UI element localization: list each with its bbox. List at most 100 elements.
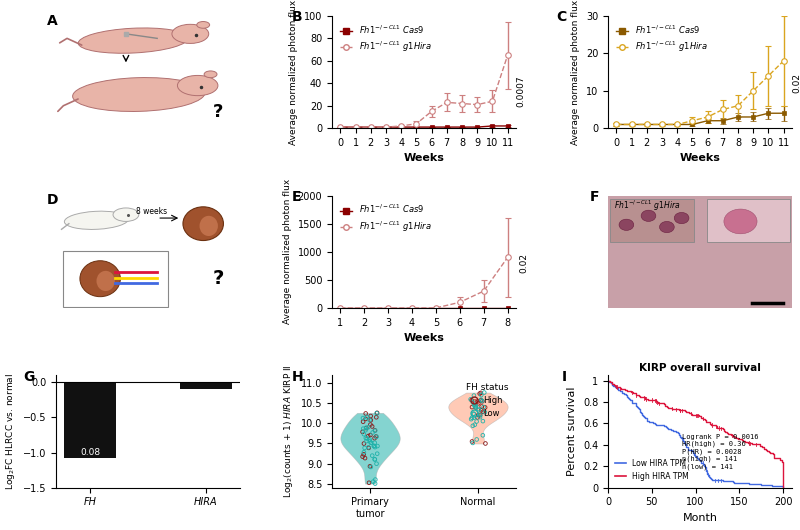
- Point: [465, 415, 478, 423]
- Point: [356, 453, 369, 461]
- Point: [474, 411, 486, 419]
- Point: [369, 427, 382, 435]
- Point: [369, 443, 382, 452]
- Ellipse shape: [674, 213, 689, 224]
- Y-axis label: Log$_2$(counts + 1) $HIRA$ KIRP II: Log$_2$(counts + 1) $HIRA$ KIRP II: [282, 365, 295, 498]
- Y-axis label: Average normalized photon flux: Average normalized photon flux: [571, 0, 580, 145]
- Point: [368, 441, 381, 450]
- Point: [369, 426, 382, 435]
- Title: KIRP overall survival: KIRP overall survival: [639, 363, 761, 373]
- Point: [474, 396, 487, 404]
- Bar: [180, 382, 232, 390]
- Point: [365, 438, 378, 447]
- Point: [474, 413, 486, 421]
- Text: E: E: [291, 190, 301, 204]
- Legend: $Fh1^{-/-CL1}$ $Cas9$, $Fh1^{-/-CL1}$ $g1Hira$: $Fh1^{-/-CL1}$ $Cas9$, $Fh1^{-/-CL1}$ $g…: [336, 200, 435, 237]
- Point: [358, 444, 371, 452]
- Point: [363, 436, 376, 444]
- Point: [475, 391, 488, 399]
- Point: [477, 417, 490, 426]
- Legend: Low HIRA TPM, High HIRA TPM: Low HIRA TPM, High HIRA TPM: [612, 456, 692, 484]
- Text: $Fh1^{-/-CL1}$ $g1Hira$: $Fh1^{-/-CL1}$ $g1Hira$: [614, 199, 680, 214]
- Text: ?: ?: [212, 269, 224, 288]
- Text: 0.0007: 0.0007: [517, 75, 526, 107]
- Point: [365, 463, 378, 471]
- Text: 0.10: 0.10: [196, 393, 216, 402]
- Point: [469, 420, 482, 429]
- Point: [370, 409, 383, 417]
- X-axis label: Month: Month: [682, 513, 718, 523]
- Text: A: A: [46, 14, 58, 28]
- Point: [370, 460, 383, 468]
- Point: [467, 410, 480, 418]
- Point: [467, 391, 480, 400]
- Point: [476, 397, 489, 405]
- Point: [357, 414, 370, 422]
- Point: [360, 424, 373, 432]
- Text: G: G: [23, 370, 34, 384]
- Point: [474, 411, 486, 419]
- Point: [359, 414, 372, 423]
- FancyBboxPatch shape: [63, 251, 168, 307]
- Ellipse shape: [97, 271, 115, 291]
- Y-axis label: Average normalized photon flux: Average normalized photon flux: [283, 179, 292, 324]
- Point: [359, 409, 372, 418]
- Ellipse shape: [641, 210, 656, 222]
- Point: [370, 413, 382, 421]
- Point: [363, 416, 376, 424]
- Point: [367, 478, 380, 486]
- Point: [464, 395, 477, 403]
- Text: I: I: [562, 370, 567, 384]
- Point: [364, 420, 377, 429]
- Point: [469, 403, 482, 411]
- Point: [466, 413, 478, 422]
- Text: 8 weeks: 8 weeks: [136, 207, 167, 216]
- Point: [368, 438, 381, 447]
- Point: [368, 434, 381, 443]
- FancyBboxPatch shape: [707, 199, 790, 242]
- Point: [466, 403, 478, 411]
- Point: [474, 395, 487, 404]
- Ellipse shape: [204, 71, 217, 78]
- Point: [472, 399, 485, 408]
- Point: [370, 432, 382, 441]
- Text: B: B: [291, 10, 302, 24]
- Point: [360, 437, 373, 445]
- Ellipse shape: [78, 28, 188, 53]
- Point: [467, 409, 480, 418]
- Point: [359, 426, 372, 435]
- Point: [358, 430, 370, 438]
- Point: [371, 449, 384, 458]
- Point: [466, 437, 478, 446]
- Point: [362, 443, 375, 452]
- Point: [469, 398, 482, 406]
- Point: [474, 388, 487, 397]
- Point: [469, 401, 482, 410]
- Point: [468, 413, 481, 422]
- Point: [471, 413, 484, 422]
- Point: [471, 398, 484, 406]
- Ellipse shape: [619, 219, 634, 231]
- Ellipse shape: [172, 24, 209, 43]
- Bar: [64, 382, 116, 458]
- Point: [474, 390, 486, 398]
- Text: H: H: [291, 370, 303, 384]
- Y-axis label: Percent survival: Percent survival: [567, 387, 578, 476]
- Ellipse shape: [199, 216, 218, 236]
- X-axis label: Weeks: Weeks: [403, 154, 445, 163]
- Point: [477, 431, 490, 439]
- Point: [470, 403, 482, 412]
- Point: [477, 408, 490, 416]
- Ellipse shape: [73, 77, 205, 111]
- Ellipse shape: [183, 207, 223, 241]
- Point: [360, 423, 373, 432]
- Point: [478, 408, 491, 417]
- Point: [363, 437, 376, 446]
- Point: [364, 431, 377, 439]
- Point: [472, 405, 485, 413]
- Point: [358, 450, 370, 458]
- Point: [366, 452, 378, 460]
- Point: [472, 406, 485, 414]
- Point: [361, 434, 374, 443]
- Text: Logrank P = 0.0016
HR(high) = 0.36
P(HR) = 0.0028
n(high) = 141
n(low) = 141: Logrank P = 0.0016 HR(high) = 0.36 P(HR)…: [682, 434, 758, 470]
